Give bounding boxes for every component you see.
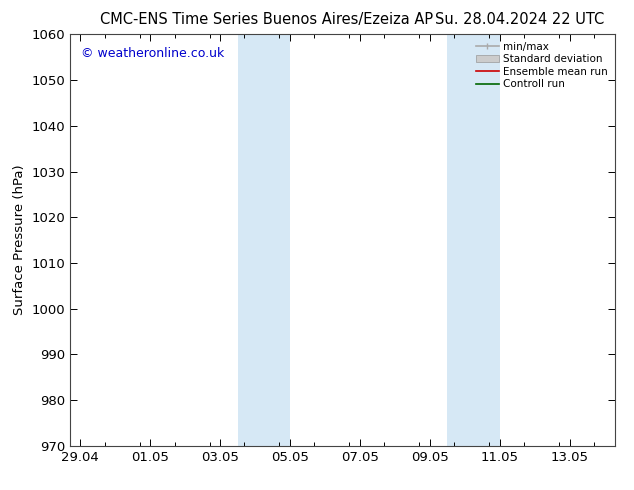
- Bar: [238, 34, 290, 446]
- Text: © weatheronline.co.uk: © weatheronline.co.uk: [81, 47, 224, 60]
- Y-axis label: Surface Pressure (hPa): Surface Pressure (hPa): [13, 165, 25, 316]
- Bar: [447, 34, 500, 446]
- Text: CMC-ENS Time Series Buenos Aires/Ezeiza AP: CMC-ENS Time Series Buenos Aires/Ezeiza …: [100, 12, 433, 27]
- Text: Su. 28.04.2024 22 UTC: Su. 28.04.2024 22 UTC: [436, 12, 604, 27]
- Legend: min/max, Standard deviation, Ensemble mean run, Controll run: min/max, Standard deviation, Ensemble me…: [474, 40, 610, 92]
